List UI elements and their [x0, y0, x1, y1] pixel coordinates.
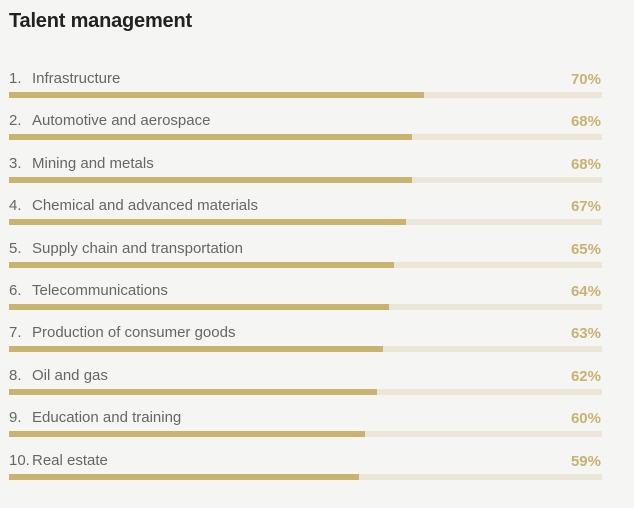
bar-rank: 8.	[9, 366, 22, 384]
bar-track	[9, 219, 602, 226]
bar-track	[9, 388, 602, 395]
bar-value-label: 68%	[570, 113, 601, 131]
bar-rank: 9.	[9, 409, 22, 427]
bar-track	[9, 473, 602, 480]
bar-track	[9, 176, 602, 183]
bar-rank: 7.	[9, 324, 22, 342]
bar-row: 2. Automotive and aerospace 68%	[0, 112, 634, 154]
bar-value-label: 60%	[570, 410, 601, 428]
bar	[9, 473, 359, 480]
bar-value-label: 68%	[570, 155, 601, 173]
bar-category-label: Chemical and advanced materials	[32, 197, 258, 215]
bar-category-label: Real estate	[32, 451, 108, 469]
bar-rank: 5.	[9, 239, 22, 257]
bar	[9, 304, 389, 310]
bar-value-label: 59%	[570, 452, 601, 470]
bar-value-label: 62%	[570, 367, 601, 385]
bar-row: 1. Infrastructure 70%	[0, 70, 634, 112]
bar-rank: 3.	[9, 154, 22, 172]
bar-row: 9. Education and training 60%	[0, 409, 634, 451]
bar-category-label: Mining and metals	[32, 154, 154, 172]
bar	[9, 134, 413, 141]
bar-category-label: Production of consumer goods	[32, 324, 236, 342]
bar-value-label: 70%	[570, 71, 601, 88]
bar-rank: 1.	[9, 70, 22, 87]
bar-rank: 4.	[9, 197, 22, 215]
bar-track	[9, 304, 602, 310]
bar-track	[9, 92, 602, 98]
bar-value-label: 67%	[570, 198, 601, 216]
bar-rank: 10.	[9, 451, 30, 469]
bar-row: 6. Telecommunications 64%	[0, 282, 634, 324]
bar	[9, 388, 377, 395]
bar-rank: 6.	[9, 282, 22, 299]
bar	[9, 431, 365, 438]
bar-track	[9, 346, 602, 353]
bar-category-label: Oil and gas	[32, 366, 108, 384]
bar-category-label: Telecommunications	[32, 282, 168, 299]
bar-value-label: 63%	[570, 325, 601, 343]
bar-track	[9, 431, 602, 438]
bar	[9, 176, 413, 183]
chart-title: Talent management	[9, 10, 192, 32]
bar-track	[9, 134, 602, 141]
bar-value-label: 65%	[570, 240, 601, 258]
bar-category-label: Education and training	[32, 409, 182, 427]
bar	[9, 346, 383, 353]
bar-row: 7. Production of consumer goods 63%	[0, 324, 634, 366]
bar-category-label: Automotive and aerospace	[32, 112, 211, 130]
bar-row: 3. Mining and metals 68%	[0, 155, 634, 197]
bar-category-label: Supply chain and transportation	[32, 239, 243, 257]
bar-track	[9, 261, 602, 268]
bar-row: 4. Chemical and advanced materials 67%	[0, 197, 634, 239]
bar	[9, 92, 425, 98]
bar-value-label: 64%	[570, 283, 601, 300]
bar-row: 8. Oil and gas 62%	[0, 367, 634, 409]
bar	[9, 261, 395, 268]
bar-row: 10. Real estate 59%	[0, 452, 634, 494]
bar-category-label: Infrastructure	[32, 70, 121, 87]
bar-rank: 2.	[9, 112, 22, 130]
bar	[9, 219, 407, 226]
bar-row: 5. Supply chain and transportation 65%	[0, 240, 634, 282]
